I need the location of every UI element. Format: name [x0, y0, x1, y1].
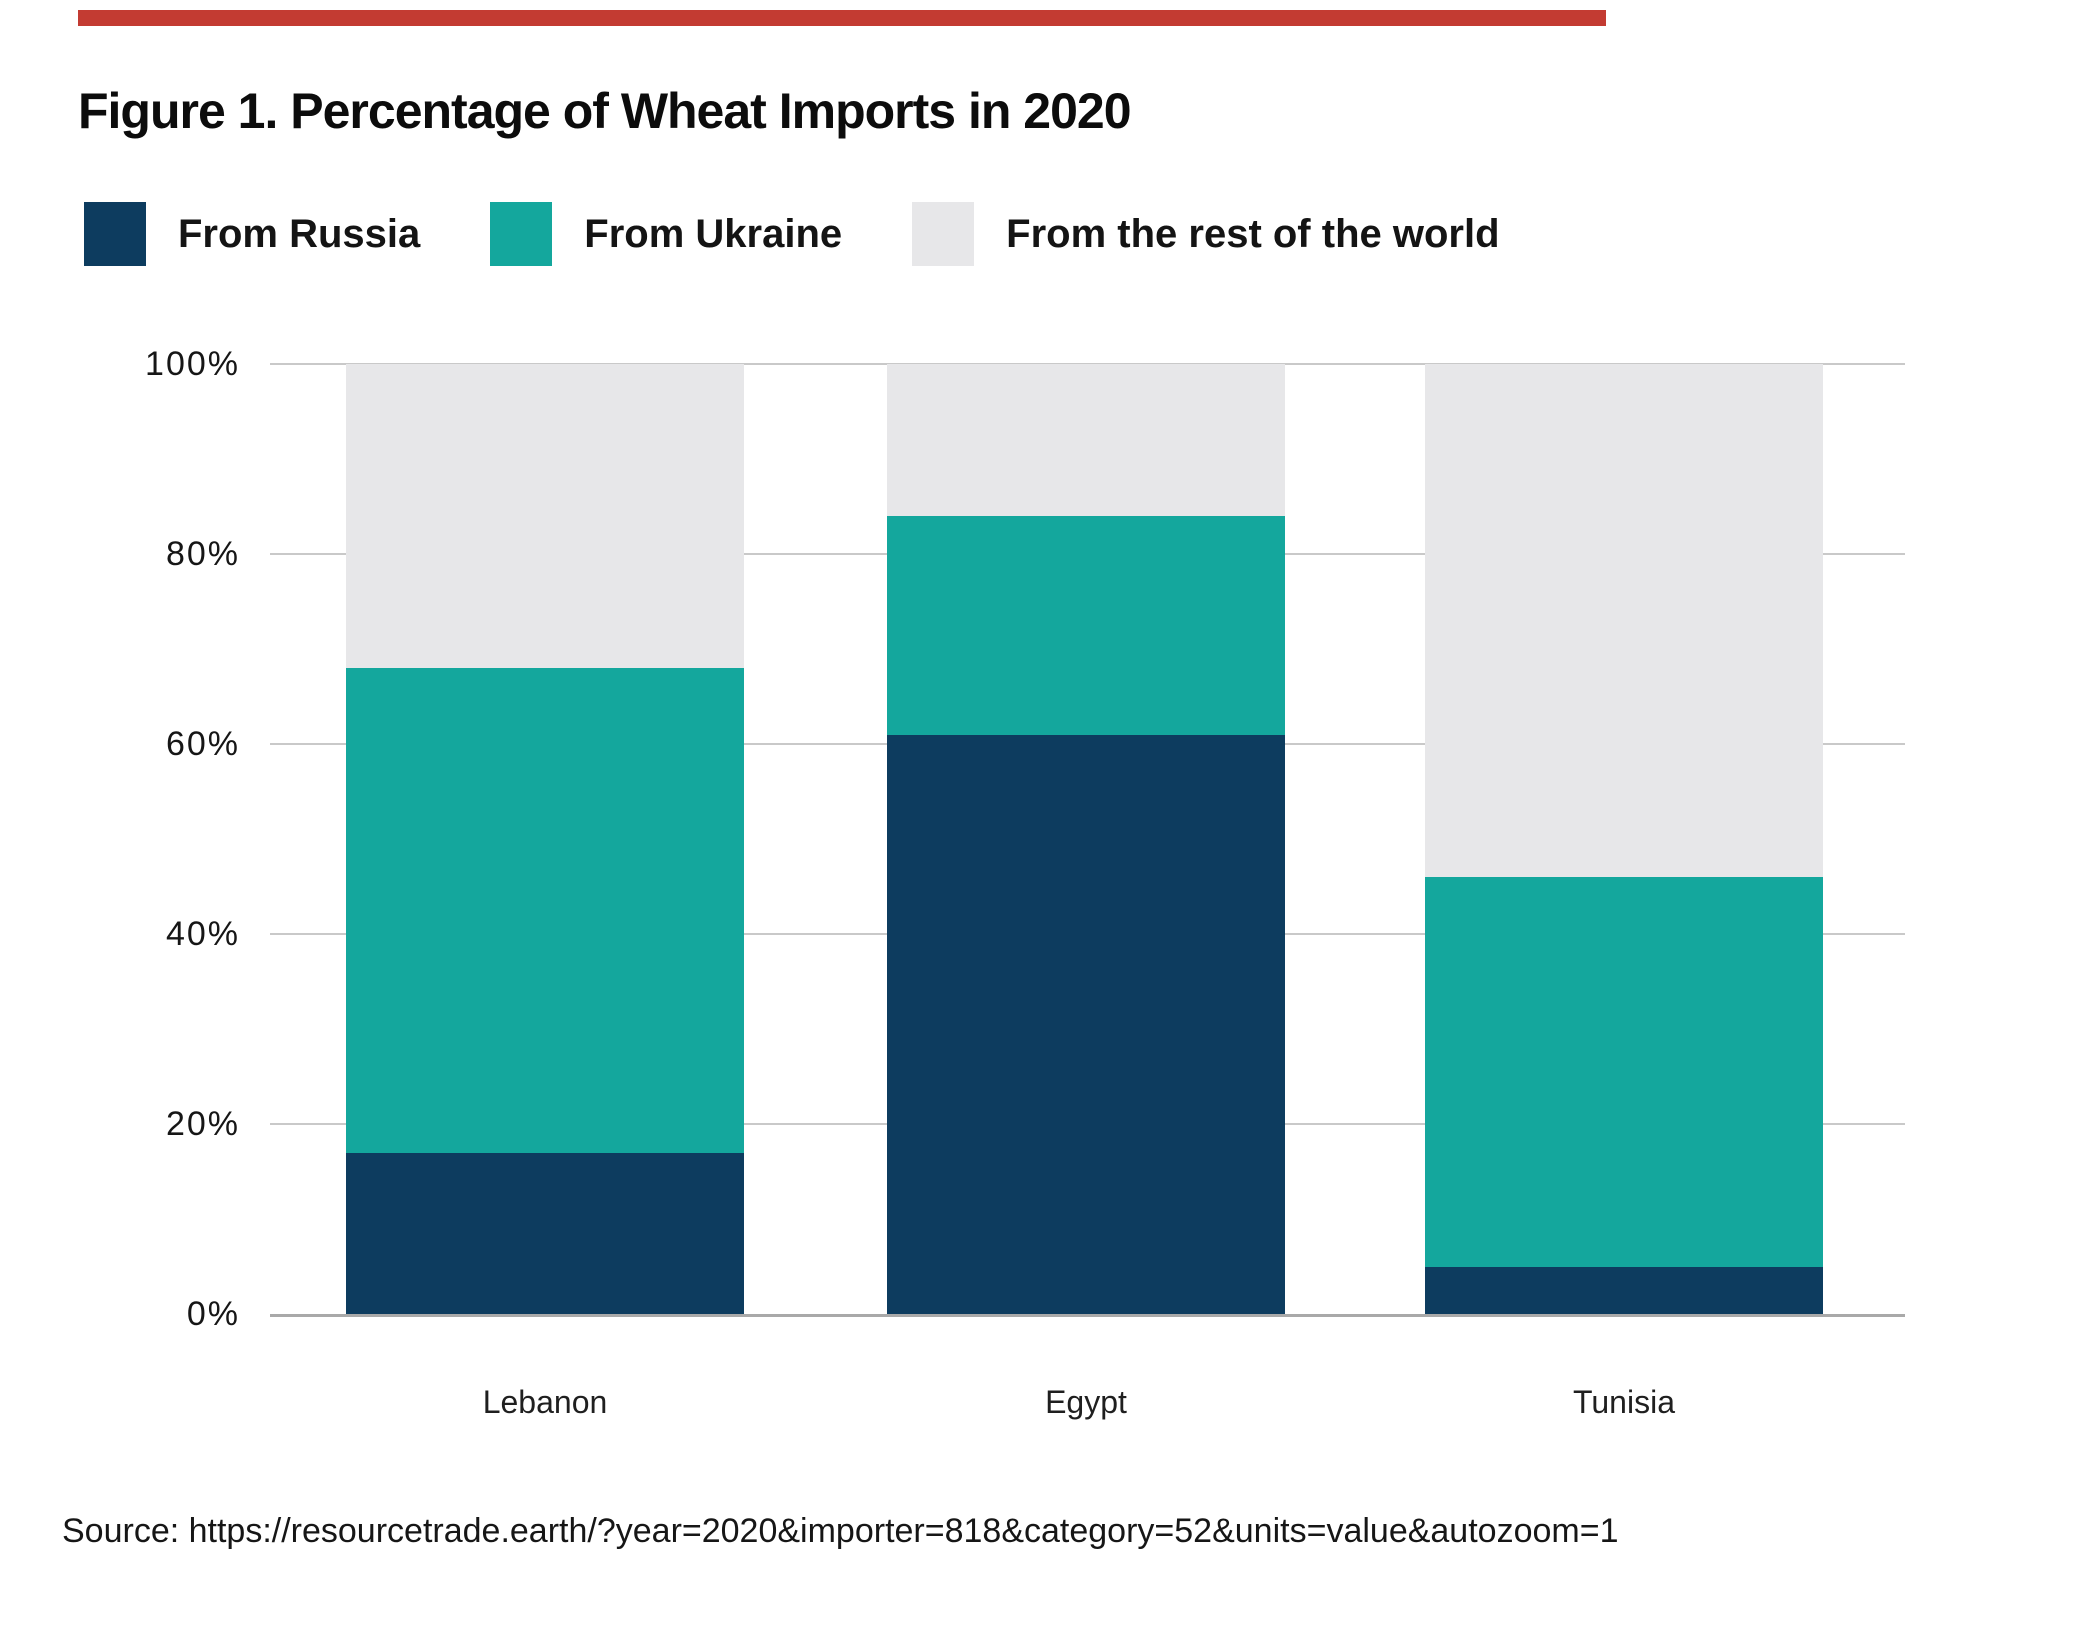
- bar-segment-lebanon-from-ukraine: [346, 668, 744, 1153]
- y-tick-label: 20%: [165, 1105, 240, 1143]
- stacked-bar-chart: 0% 20% 40% 60% 80% 100% Lebanon Egypt Tunisia: [145, 346, 1905, 1420]
- legend-swatch-rest-of-world: [912, 202, 975, 266]
- y-tick-label: 0%: [186, 1295, 240, 1333]
- legend: From Russia From Ukraine From the rest o…: [84, 202, 1500, 266]
- bar-segment-tunisia-from-ukraine: [1425, 877, 1823, 1267]
- bar-segment-tunisia-from-the-rest-of-the-world: [1425, 364, 1823, 877]
- legend-item-russia: From Russia: [84, 202, 420, 266]
- bar-tunisia: [1425, 364, 1823, 1314]
- legend-item-rest-of-world: From the rest of the world: [912, 202, 1500, 266]
- bar-segment-lebanon-from-russia: [346, 1152, 744, 1314]
- category-label-lebanon: Lebanon: [482, 1384, 608, 1420]
- legend-item-ukraine: From Ukraine: [490, 202, 842, 266]
- source-note: Source: https://resourcetrade.earth/?yea…: [62, 1512, 1619, 1550]
- y-tick-label: 80%: [165, 535, 240, 573]
- y-tick-label: 100%: [145, 345, 240, 383]
- figure-title: Figure 1. Percentage of Wheat Imports in…: [78, 83, 1132, 139]
- legend-swatch-russia: [84, 202, 146, 266]
- legend-label-russia: From Russia: [178, 211, 421, 256]
- bar-segment-egypt-from-russia: [887, 734, 1285, 1314]
- bar-segment-tunisia-from-russia: [1425, 1266, 1823, 1314]
- accent-rule: [78, 10, 1606, 26]
- bar-segment-lebanon-from-the-rest-of-the-world: [346, 364, 744, 668]
- category-label-tunisia: Tunisia: [1573, 1384, 1675, 1420]
- bar-segment-egypt-from-ukraine: [887, 516, 1285, 735]
- bar-segment-egypt-from-the-rest-of-the-world: [887, 364, 1285, 516]
- y-tick-label: 60%: [165, 725, 240, 763]
- legend-swatch-ukraine: [490, 202, 553, 266]
- x-axis-line: [270, 1314, 1905, 1317]
- legend-label-ukraine: From Ukraine: [584, 211, 843, 256]
- bar-egypt: [887, 364, 1285, 1314]
- legend-label-rest-of-world: From the rest of the world: [1006, 211, 1500, 256]
- y-tick-label: 40%: [165, 915, 240, 953]
- bar-lebanon: [346, 364, 744, 1314]
- category-label-egypt: Egypt: [1045, 1384, 1127, 1420]
